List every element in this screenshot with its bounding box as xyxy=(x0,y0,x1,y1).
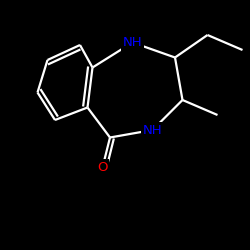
Text: O: O xyxy=(97,161,108,174)
Text: NH: NH xyxy=(143,124,162,136)
Text: NH: NH xyxy=(123,36,142,49)
